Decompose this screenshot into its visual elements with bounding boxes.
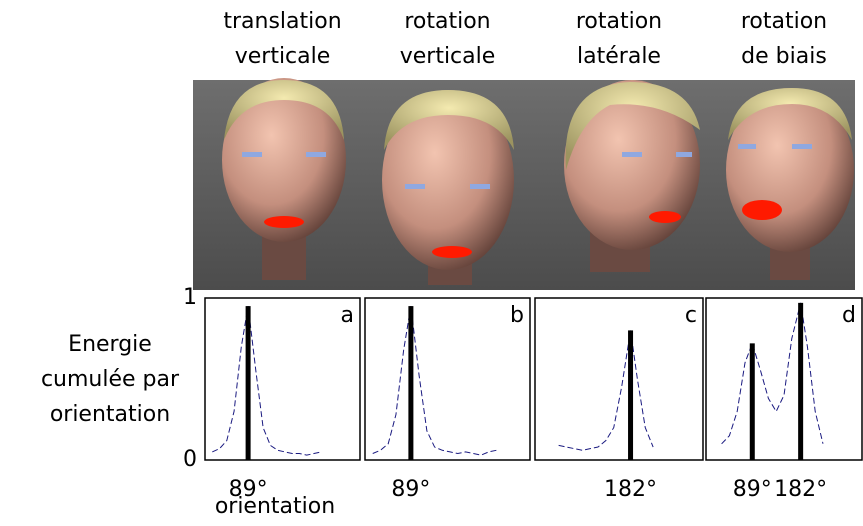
figure: Energie cumulée par orientation orientat…: [0, 0, 863, 526]
panel-caption: verticale: [235, 44, 331, 69]
peak-bar: [798, 303, 803, 460]
peak-bar: [408, 306, 413, 460]
x-tick-label: 89°: [229, 477, 268, 502]
panel-label: a: [341, 303, 354, 328]
y-tick-label: 0: [183, 447, 197, 472]
peak-bar: [246, 306, 251, 460]
panel-caption: de biais: [741, 44, 827, 69]
energy-curve: [559, 330, 654, 450]
panel-label: c: [685, 303, 697, 328]
head-renders: [193, 78, 855, 290]
panel-caption: rotation: [576, 9, 662, 34]
panel-label: d: [842, 303, 856, 328]
y-axis-label: cumulée par: [41, 367, 180, 392]
x-tick-label: 89°: [391, 477, 430, 502]
y-axis-label: Energie: [68, 332, 152, 357]
x-tick-label: 89°: [733, 477, 772, 502]
plot-frame: [365, 298, 530, 460]
panel-caption: translation: [223, 9, 341, 34]
energy-curve: [373, 306, 497, 455]
peak-bar: [750, 343, 755, 460]
panel-caption: rotation: [741, 9, 827, 34]
y-tick-label: 1: [183, 285, 197, 310]
panel-label: b: [510, 303, 524, 328]
energy-curve: [212, 306, 321, 455]
plot-frame: [535, 298, 703, 460]
x-tick-label: 182°: [774, 477, 827, 502]
x-tick-label: 182°: [604, 477, 657, 502]
peak-bar: [628, 330, 633, 460]
energy-curve: [722, 303, 823, 444]
panel-caption: rotation: [404, 9, 490, 34]
panel-caption: latérale: [577, 44, 661, 69]
y-axis-label: orientation: [50, 402, 170, 427]
panel-caption: verticale: [400, 44, 496, 69]
